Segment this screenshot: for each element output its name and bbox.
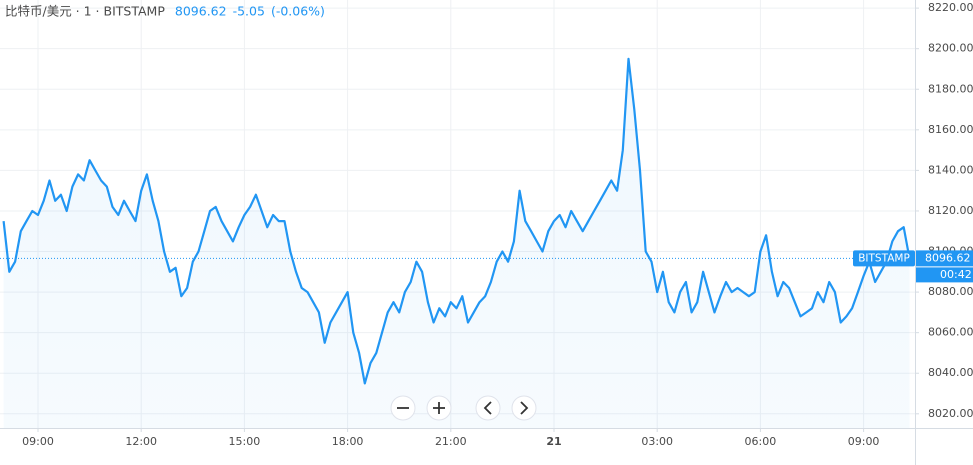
price-label-box xyxy=(916,250,973,267)
x-tick-label: 06:00 xyxy=(745,435,777,448)
y-tick-label: 8120.00 xyxy=(928,204,973,217)
zoom-out-button[interactable] xyxy=(390,395,416,421)
x-tick-label: 09:00 xyxy=(848,435,880,448)
area xyxy=(3,58,910,429)
x-tick-label: 21:00 xyxy=(435,435,467,448)
scroll-left-button[interactable] xyxy=(475,395,501,421)
countdown-box xyxy=(916,267,973,283)
x-tick-label: 12:00 xyxy=(125,435,157,448)
countdown: 00:42 xyxy=(940,268,972,281)
y-tick-label: 8140.00 xyxy=(928,163,973,176)
x-tick-label: 15:00 xyxy=(229,435,261,448)
header-change: -5.05 xyxy=(233,4,265,19)
exchange-label: BITSTAMP xyxy=(858,252,910,264)
header-change-pct: (-0.06%) xyxy=(271,4,325,19)
zoom-in-button[interactable] xyxy=(426,395,452,421)
y-tick-label: 8040.00 xyxy=(928,366,973,379)
y-tick-label: 8160.00 xyxy=(928,123,973,136)
y-tick-label: 8060.00 xyxy=(928,326,973,339)
y-tick-label: 8020.00 xyxy=(928,407,973,420)
x-tick-label: 21 xyxy=(546,435,561,448)
x-tick-label: 09:00 xyxy=(22,435,54,448)
exchange-label-box xyxy=(853,250,915,267)
chart-title: 比特币/美元 · 1 · BITSTAMP xyxy=(5,4,165,19)
y-tick-label: 8080.00 xyxy=(928,285,973,298)
y-tick-label: 8220.00 xyxy=(928,1,973,14)
x-tick-label: 18:00 xyxy=(332,435,364,448)
price-line xyxy=(2,57,911,385)
x-tick-label: 03:00 xyxy=(641,435,673,448)
price-label: 8096.62 xyxy=(925,251,971,264)
header-price: 8096.62 xyxy=(175,4,227,19)
y-tick-label: 8180.00 xyxy=(928,82,973,95)
scroll-right-button[interactable] xyxy=(511,395,537,421)
y-tick-label: 8200.00 xyxy=(928,42,973,55)
